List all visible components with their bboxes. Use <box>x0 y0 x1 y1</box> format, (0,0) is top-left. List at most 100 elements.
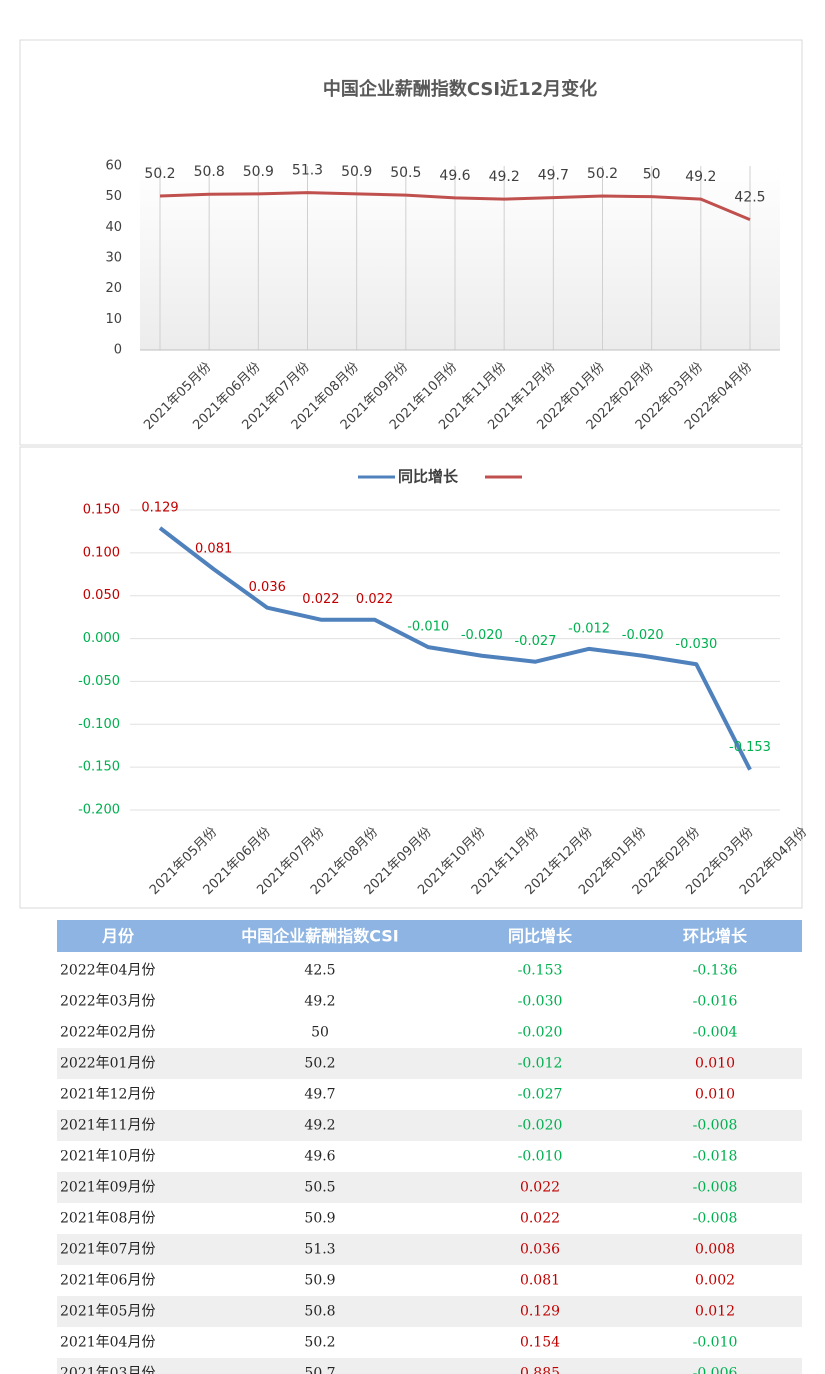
chart-title: 中国企业薪酬指数CSI近12月变化 <box>323 78 597 100</box>
y-tick-label: 50 <box>105 189 122 204</box>
data-label: -0.012 <box>568 621 610 636</box>
table-cell: 0.022 <box>520 1180 560 1196</box>
row-bg <box>57 1110 802 1141</box>
table-cell: 0.002 <box>695 1273 735 1289</box>
data-label: -0.020 <box>622 628 664 643</box>
table-header: 月份 <box>101 927 135 946</box>
table-cell: 2021年10月份 <box>60 1149 155 1165</box>
table-cell: -0.016 <box>693 994 738 1010</box>
table-cell: 50.9 <box>304 1211 335 1227</box>
table-header: 中国企业薪酬指数CSI <box>241 927 399 946</box>
data-label: -0.027 <box>514 634 556 649</box>
row-bg <box>57 1048 802 1079</box>
table-cell: 49.6 <box>304 1149 335 1165</box>
table-cell: 2021年11月份 <box>60 1118 155 1134</box>
table-cell: 50.2 <box>304 1056 335 1072</box>
data-label: 49.2 <box>489 169 520 185</box>
chart-frame <box>19 446 803 909</box>
data-label: 50.2 <box>144 166 175 182</box>
y-tick-label: 0.100 <box>83 545 120 560</box>
table-cell: 2021年04月份 <box>60 1335 155 1351</box>
table-cell: 50.8 <box>304 1304 335 1320</box>
table-cell: -0.010 <box>518 1149 563 1165</box>
table-cell: 2021年05月份 <box>60 1304 155 1320</box>
table-cell: 2021年06月份 <box>60 1273 155 1289</box>
table-cell: 2021年08月份 <box>60 1211 155 1227</box>
table-cell: -0.012 <box>518 1056 563 1072</box>
table-cell: 0.010 <box>695 1087 735 1103</box>
y-tick-label: 10 <box>105 312 122 327</box>
table-cell: 0.081 <box>520 1273 560 1289</box>
table-cell: 2021年12月份 <box>60 1087 155 1103</box>
table-cell: 0.008 <box>695 1242 735 1258</box>
data-label: 50.8 <box>194 164 225 180</box>
y-tick-label: -0.050 <box>78 674 120 689</box>
row-bg <box>57 1234 802 1265</box>
data-label: 49.7 <box>538 168 569 184</box>
table-cell: 2022年03月份 <box>60 994 155 1010</box>
table-cell: 2021年09月份 <box>60 1180 155 1196</box>
y-tick-label: 0.000 <box>83 631 120 646</box>
y-tick-label: 30 <box>105 251 122 266</box>
data-label: -0.153 <box>729 740 771 755</box>
table-cell: -0.020 <box>518 1025 563 1041</box>
table-cell: -0.008 <box>693 1118 738 1134</box>
table-cell: -0.153 <box>518 963 563 979</box>
data-label: 50.2 <box>587 166 618 182</box>
table-cell: -0.027 <box>518 1087 563 1103</box>
table-cell: 49.2 <box>304 994 335 1010</box>
table-cell: -0.136 <box>693 963 738 979</box>
line <box>159 191 751 222</box>
data-label: -0.020 <box>461 628 503 643</box>
y-tick-label: 0.150 <box>83 503 120 518</box>
legend-label: 同比增长 <box>398 468 459 486</box>
row-bg <box>57 1296 802 1327</box>
table-cell: 0.036 <box>520 1242 560 1258</box>
data-label: 50.9 <box>243 164 274 180</box>
y-tick-label: 0 <box>114 343 122 358</box>
table-cell: 50 <box>311 1025 329 1041</box>
table-cell: 0.129 <box>520 1304 560 1320</box>
table-cell: -0.030 <box>518 994 563 1010</box>
row-bg <box>57 1358 802 1374</box>
data-label: -0.010 <box>407 620 449 635</box>
table-cell: -0.006 <box>693 1366 738 1374</box>
data-label: 42.5 <box>734 190 765 206</box>
table-cell: 2022年02月份 <box>60 1025 155 1041</box>
table-cell: 0.022 <box>520 1211 560 1227</box>
line <box>158 526 752 771</box>
table-cell: 2021年03月份 <box>60 1366 155 1374</box>
table-cell: 50.2 <box>304 1335 335 1351</box>
table-cell: 0.010 <box>695 1056 735 1072</box>
data-label: 50.9 <box>341 164 372 180</box>
table-cell: 50.7 <box>304 1366 335 1374</box>
table-cell: 0.012 <box>695 1304 735 1320</box>
table-cell: -0.020 <box>518 1118 563 1134</box>
table-cell: -0.008 <box>693 1180 738 1196</box>
y-tick-label: 60 <box>105 159 122 174</box>
y-tick-label: 0.050 <box>83 588 120 603</box>
y-tick-label: 40 <box>105 220 122 235</box>
table-cell: 42.5 <box>304 963 335 979</box>
table-cell: 2021年07月份 <box>60 1242 155 1258</box>
y-tick-label: 20 <box>105 281 122 296</box>
data-label: 50 <box>643 167 661 183</box>
data-label: 0.129 <box>141 501 178 516</box>
table-cell: 2022年01月份 <box>60 1056 155 1072</box>
table-cell: 50.5 <box>304 1180 335 1196</box>
table-cell: -0.010 <box>693 1335 738 1351</box>
data-label: -0.030 <box>675 637 717 652</box>
y-tick-label: -0.100 <box>78 717 120 732</box>
table-cell: 50.9 <box>304 1273 335 1289</box>
table-cell: 2022年04月份 <box>60 963 155 979</box>
data-label: 0.036 <box>249 580 286 595</box>
table-cell: 0.885 <box>520 1366 560 1374</box>
y-tick-label: -0.150 <box>78 760 120 775</box>
table-header: 同比增长 <box>508 927 573 946</box>
table-cell: -0.004 <box>693 1025 738 1041</box>
data-label: 51.3 <box>292 163 323 179</box>
y-tick-label: -0.200 <box>78 803 120 818</box>
data-label: 49.6 <box>439 168 470 184</box>
data-label: 0.081 <box>195 542 232 557</box>
